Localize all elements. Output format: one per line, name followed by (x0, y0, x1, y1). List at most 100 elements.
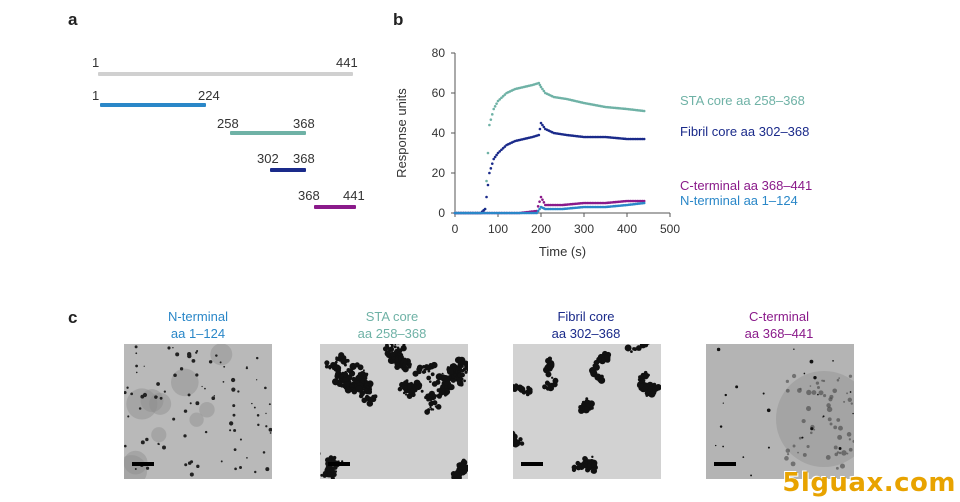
x-tick-label: 100 (488, 222, 508, 236)
tem-caption-line2: aa 1–124 (170, 326, 226, 341)
data-point (541, 123, 544, 127)
y-tick-label: 20 (432, 166, 446, 180)
tem-texture (124, 344, 272, 479)
series-label: STA core aa 258–368 (680, 93, 805, 108)
data-point (488, 123, 491, 127)
segment-end-label: 368 (293, 151, 315, 166)
x-tick-label: 0 (452, 222, 459, 236)
tem-caption-c-terminal: C-terminal aa 368–441 (704, 308, 854, 342)
data-point (496, 151, 500, 155)
data-point (495, 102, 498, 105)
data-point (492, 157, 495, 161)
segment-bar-full (98, 72, 353, 76)
data-point (537, 81, 541, 85)
data-point (486, 151, 490, 155)
tem-caption-line2: aa 302–368 (551, 326, 621, 341)
series-points (453, 201, 646, 215)
data-point (535, 211, 538, 215)
data-point (492, 107, 495, 111)
data-point (498, 150, 502, 153)
data-point (541, 87, 544, 91)
tem-image-n-terminal (124, 344, 272, 479)
segment-bar-sta-core (230, 131, 306, 135)
panel-c-label: c (68, 308, 78, 327)
data-point (542, 125, 546, 129)
tem-caption-sta-core: STA core aa 258–368 (317, 308, 467, 342)
data-point (493, 155, 497, 159)
data-point (498, 98, 502, 101)
tem-caption-line1: C-terminal (749, 309, 809, 324)
x-axis-label: Time (s) (539, 244, 586, 259)
data-point (489, 118, 493, 121)
chart-series-labels: STA core aa 258–368 Fibril core aa 302–36… (680, 93, 812, 208)
tem-texture (513, 344, 661, 474)
data-point (501, 146, 505, 150)
data-point (642, 201, 646, 205)
data-point (503, 145, 507, 148)
data-point (538, 200, 541, 203)
data-point (539, 85, 543, 89)
data-point (538, 83, 542, 87)
chart-points (453, 81, 646, 215)
x-tick-label: 300 (574, 222, 594, 236)
series-label: Fibril core aa 302–368 (680, 124, 809, 139)
data-point (542, 89, 546, 93)
segment-end-label: 441 (343, 188, 365, 203)
data-point (501, 94, 505, 98)
data-point (541, 198, 544, 201)
segment-end-label: 368 (293, 116, 315, 131)
segment-start-label: 302 (257, 151, 279, 166)
tem-caption-line2: aa 258–368 (357, 326, 427, 341)
segment-start-label: 1 (92, 55, 100, 70)
data-point (500, 96, 503, 100)
data-point (542, 201, 546, 204)
data-point (539, 195, 543, 199)
scale-bar (521, 462, 543, 466)
segment-bar-c-terminal (314, 205, 356, 209)
tem-image-sta-core (320, 344, 468, 479)
x-tick-label: 400 (617, 222, 637, 236)
y-axis-label: Response units (394, 88, 409, 178)
data-point (642, 199, 646, 203)
data-point (493, 105, 497, 108)
watermark-logo: 5lguax.com (782, 468, 956, 498)
data-point (495, 153, 498, 157)
spr-chart: 0 100 200 300 400 500 0 20 40 60 80 Time (s) Respons… (394, 46, 812, 259)
data-point (490, 113, 494, 116)
scale-bar (714, 462, 736, 466)
tem-caption-n-terminal: N-terminal aa 1–124 (123, 308, 273, 342)
segment-bar-n-terminal (100, 103, 206, 107)
y-tick-label: 40 (432, 126, 446, 140)
y-tick-label: 80 (432, 46, 446, 60)
data-point (536, 205, 540, 208)
tem-texture (714, 347, 854, 478)
data-point (538, 127, 542, 131)
data-point (489, 167, 493, 170)
segment-end-label: 441 (336, 55, 358, 70)
series-points (453, 81, 646, 215)
data-point (503, 93, 507, 96)
data-point (485, 179, 488, 183)
data-point (537, 133, 541, 137)
tem-caption-line1: Fibril core (557, 309, 615, 324)
tem-texture (320, 344, 468, 479)
data-point (642, 109, 646, 113)
scale-bar (328, 462, 350, 466)
segment-start-label: 1 (92, 88, 100, 103)
data-point (500, 148, 503, 152)
chart-axes: 0 100 200 300 400 500 0 20 40 60 80 Time (s) Respons… (394, 46, 680, 259)
segment-end-label: 224 (198, 88, 220, 103)
scale-bar (132, 462, 154, 466)
tem-caption-line1: STA core (365, 309, 419, 324)
data-point (488, 171, 491, 175)
segment-start-label: 368 (298, 188, 320, 203)
segment-start-label: 258 (217, 116, 239, 131)
data-point (536, 209, 540, 213)
data-point (496, 99, 500, 103)
tem-caption-line2: aa 368–441 (744, 326, 814, 341)
segment-bar-fibril-core (270, 168, 306, 172)
data-point (485, 195, 488, 199)
panel-b-label: b (393, 10, 404, 29)
tem-caption-fibril-core: Fibril core aa 302–368 (511, 308, 661, 342)
y-tick-label: 0 (438, 206, 445, 220)
